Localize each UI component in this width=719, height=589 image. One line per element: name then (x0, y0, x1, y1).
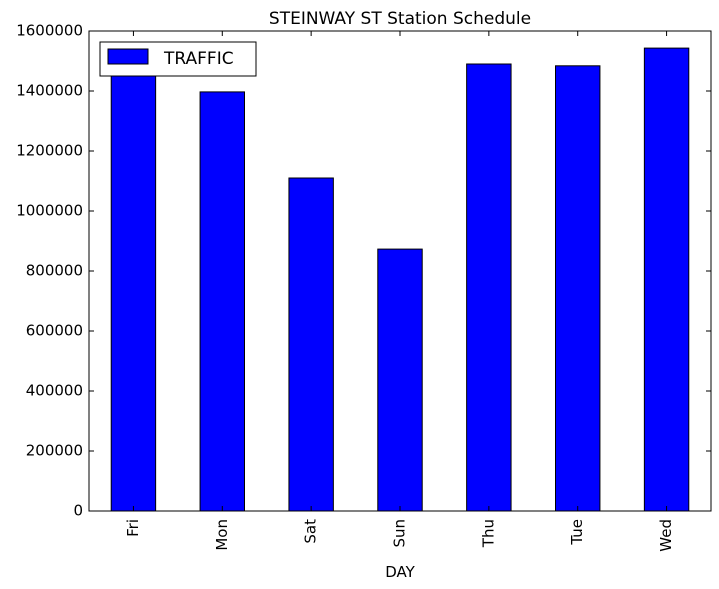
legend: TRAFFIC (99, 41, 257, 77)
legend-label-traffic: TRAFFIC (163, 49, 234, 69)
x-tick-label-fri: Fri (124, 519, 142, 537)
legend-swatch-traffic (107, 48, 149, 65)
bar-thu (466, 63, 512, 512)
chart-title: STEINWAY ST Station Schedule (269, 9, 531, 29)
y-tick-label-600000: 600000 (26, 322, 83, 340)
bar-tue (555, 65, 601, 512)
x-tick-label-wed: Wed (657, 519, 675, 552)
y-tick-label-1600000: 1600000 (16, 22, 83, 40)
bar-sat (288, 177, 334, 512)
plot-frame (88, 30, 712, 512)
bar-mon (199, 91, 246, 512)
y-tick-label-800000: 800000 (26, 262, 83, 280)
bar-wed (643, 47, 690, 512)
x-tick-label-tue: Tue (568, 519, 586, 546)
y-tick-label-200000: 200000 (26, 442, 83, 460)
y-tick-label-1400000: 1400000 (16, 82, 83, 100)
x-axis: Fri Mon Sat Sun Thu Tue Wed (124, 31, 675, 552)
x-tick-label-sat: Sat (302, 519, 320, 544)
x-tick-label-sun: Sun (391, 519, 409, 548)
x-axis-label: DAY (385, 563, 415, 581)
x-tick-label-mon: Mon (213, 519, 231, 551)
y-tick-label-1200000: 1200000 (16, 142, 83, 160)
y-tick-label-0: 0 (73, 502, 83, 520)
x-tick-label-thu: Thu (479, 519, 497, 548)
y-axis: 0 200000 400000 600000 800000 1000000 1200000 1… (16, 22, 711, 520)
y-tick-label-1000000: 1000000 (16, 202, 83, 220)
bar-sun (377, 248, 423, 512)
bars-group (110, 47, 690, 512)
bar-fri (110, 72, 157, 512)
y-tick-label-400000: 400000 (26, 382, 83, 400)
